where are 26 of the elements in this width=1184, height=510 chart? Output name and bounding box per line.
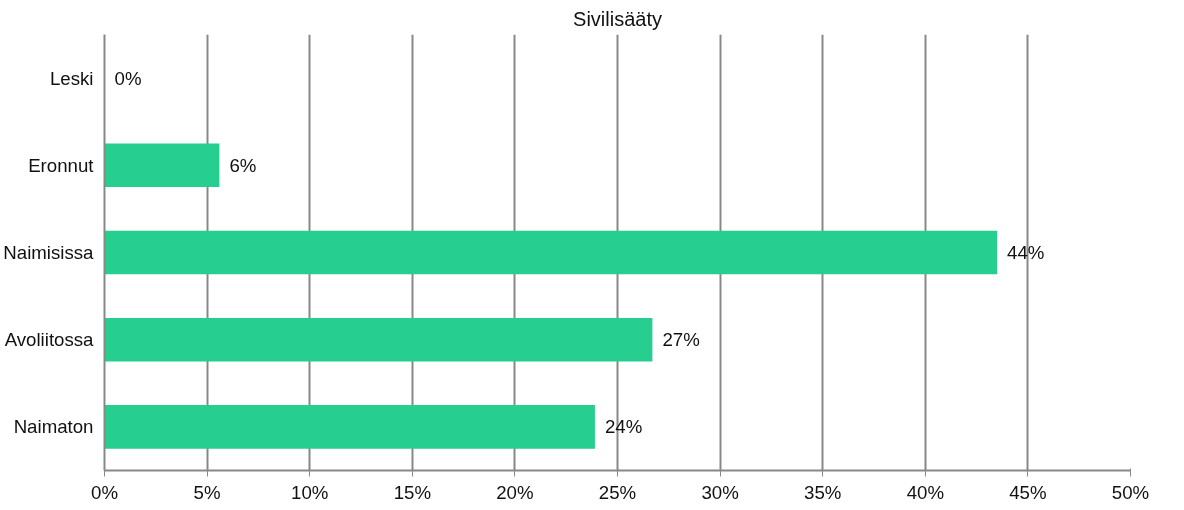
x-tick-label: 35% bbox=[804, 481, 842, 503]
data-label: 0% bbox=[114, 67, 142, 89]
chart-title: Sivilisääty bbox=[573, 7, 662, 30]
x-tick-label: 45% bbox=[1009, 481, 1047, 503]
data-label: 27% bbox=[662, 329, 700, 351]
y-tick-label: Leski bbox=[49, 67, 94, 89]
data-label: 44% bbox=[1007, 242, 1045, 263]
bar bbox=[104, 143, 220, 188]
x-tick-label: 5% bbox=[193, 481, 221, 503]
y-tick-label: Eronnut bbox=[28, 154, 95, 176]
bar bbox=[104, 405, 595, 449]
y-tick-label: Avoliitossa bbox=[4, 329, 95, 351]
x-tick-label: 20% bbox=[496, 481, 534, 503]
data-label: 24% bbox=[604, 416, 643, 438]
bar bbox=[104, 317, 653, 362]
x-tick-label: 50% bbox=[1111, 481, 1150, 503]
x-tick-label: 30% bbox=[701, 481, 739, 503]
bar bbox=[104, 230, 998, 275]
x-tick-label: 15% bbox=[393, 481, 431, 503]
x-tick-label: 40% bbox=[906, 481, 944, 503]
x-tick-label: 0% bbox=[91, 481, 118, 503]
y-tick-label: Naimisissa bbox=[3, 242, 95, 263]
x-tick-label: 25% bbox=[598, 481, 637, 503]
data-label: 6% bbox=[229, 154, 257, 176]
x-tick-label: 10% bbox=[291, 481, 329, 503]
y-tick-label: Naimaton bbox=[13, 416, 94, 438]
